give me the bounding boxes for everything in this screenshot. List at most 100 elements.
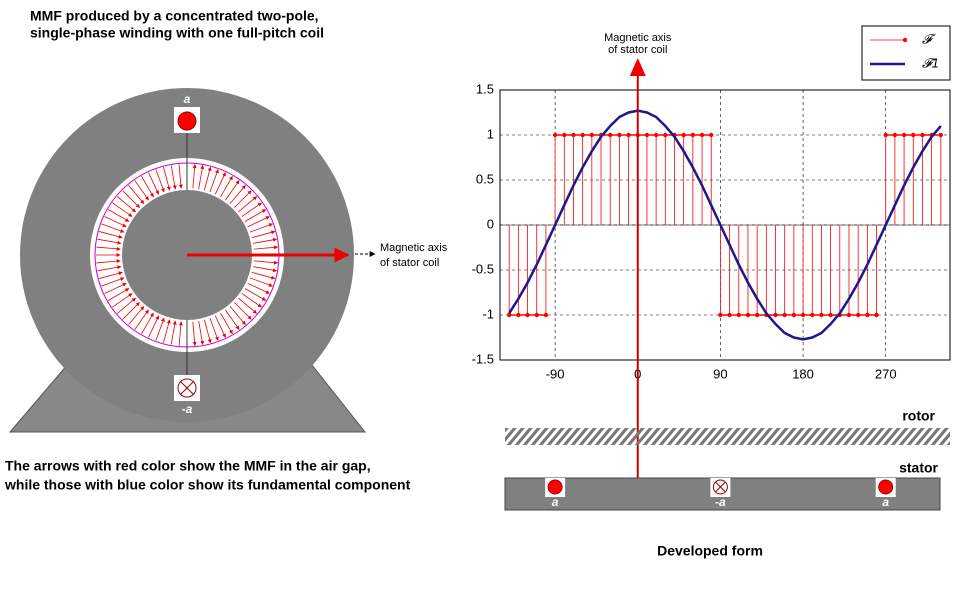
mmf-arrow	[220, 312, 233, 335]
x-tick-label: -90	[546, 366, 565, 381]
axis-head	[629, 58, 646, 76]
conductor	[547, 479, 563, 495]
mmf-arrow	[249, 223, 273, 233]
axis-label: Magnetic axis	[604, 32, 672, 44]
mmf-arrow	[203, 166, 212, 191]
mmf-arrow	[117, 297, 136, 314]
mmf-arrow	[97, 265, 122, 272]
mmf-arrow	[192, 163, 197, 189]
mmf-arrow	[225, 309, 240, 330]
y-tick-label: -1	[482, 306, 494, 321]
mmf-arrow	[134, 309, 149, 330]
mmf-arrow	[134, 180, 149, 201]
mmf-arrow	[155, 169, 165, 193]
mmf-arrow	[98, 271, 123, 279]
mmf-arrow	[155, 317, 165, 341]
developed-form: rotor stator Developed form a -a a	[504, 408, 950, 559]
y-tick-label: 0	[487, 216, 494, 231]
mmf-arrow	[253, 260, 279, 265]
mmf-arrow	[244, 288, 267, 301]
mmf-arrow	[98, 231, 123, 239]
y-tick-label: 1	[487, 126, 494, 141]
y-tick-label: -1.5	[472, 351, 494, 366]
mmf-arrow	[214, 172, 226, 195]
legend-dot	[902, 37, 908, 43]
cross	[715, 481, 726, 493]
mmf-arrow	[253, 245, 279, 250]
mmf-arrow	[214, 315, 226, 338]
legend: 𝓕𝓕1	[861, 25, 951, 81]
legend-label: 𝓕1	[922, 55, 939, 70]
mmf-arrow	[238, 196, 258, 213]
mmf-arrow	[241, 293, 262, 308]
mmf-arrow	[209, 169, 219, 193]
y-tick-label: 1.5	[476, 81, 494, 96]
caption: Developed form	[657, 543, 763, 559]
stem-dot	[506, 312, 512, 318]
y-tick-label: -0.5	[472, 261, 494, 276]
mmf-arrow	[141, 175, 154, 198]
mmf-arrow	[101, 223, 125, 233]
title: single-phase winding with one full-pitch…	[30, 25, 324, 41]
fundamental-line	[508, 109, 942, 341]
mmf-arrow	[163, 319, 171, 344]
mmf-arrow	[96, 259, 121, 264]
mmf-arrow	[112, 202, 133, 217]
mmf-arrow	[238, 297, 258, 314]
mmf-arrow	[97, 238, 122, 245]
mmf-arrow	[234, 190, 252, 208]
mmf-arrow	[117, 196, 136, 213]
x-tick-label: 180	[792, 366, 814, 381]
mmf-arrow	[107, 209, 130, 222]
mmf-arrow	[251, 230, 276, 239]
mmf-arrow	[198, 320, 205, 346]
rotor-bar	[505, 428, 950, 445]
mmf-arrow	[229, 184, 246, 204]
mmf-arrow	[252, 237, 278, 244]
axis-label: of stator coil	[608, 44, 667, 56]
mmf-arrow	[128, 306, 145, 325]
mmf-arrow	[148, 315, 160, 338]
note: The arrows with red color show the MMF i…	[5, 458, 371, 474]
mmf-arrow	[229, 306, 246, 326]
conductor	[878, 479, 894, 495]
title: MMF produced by a concentrated two-pole,	[30, 8, 319, 24]
cross	[180, 381, 194, 395]
mmf-arrow	[178, 164, 183, 189]
conductor-label: a	[882, 495, 889, 509]
mmf-arrow	[122, 302, 140, 320]
stator-label: stator	[899, 460, 938, 476]
mmf-arrow	[192, 321, 197, 347]
note: while those with blue color show its fun…	[4, 477, 411, 493]
mmf-arrow	[101, 277, 125, 287]
mmf-arrow	[247, 282, 270, 294]
mmf-arrow	[178, 321, 183, 346]
mmf-arrow	[141, 312, 154, 335]
mmf-arrow	[247, 216, 270, 228]
machine: a -a Magnetic axis of stator coil	[8, 88, 448, 433]
mmf-arrow	[170, 165, 177, 190]
mmf-arrow	[96, 246, 121, 251]
mmf-arrow	[104, 216, 127, 228]
y-tick-label: 0.5	[476, 171, 494, 186]
mmf-arrow	[252, 266, 278, 273]
conductor-label: -a	[182, 402, 193, 416]
mmf-arrow	[148, 172, 160, 195]
mmf-arrow	[163, 166, 171, 191]
x-tick-label: 270	[875, 366, 897, 381]
mmf-arrow	[170, 320, 177, 345]
mmf-arrow	[107, 288, 130, 301]
conductor-label: a	[184, 92, 191, 106]
mmf-arrow	[220, 175, 233, 198]
mmf-arrow	[203, 319, 212, 344]
legend-box	[861, 25, 951, 81]
mmf-arrow	[234, 302, 252, 320]
conductor-label: a	[552, 495, 559, 509]
mmf-arrow	[128, 185, 145, 204]
axis-label: Magnetic axis	[380, 242, 448, 254]
plot: -1.5-1-0.500.511.5-90090180270𝓕𝓕1Magneti…	[472, 25, 951, 478]
mmf-arrow	[244, 209, 267, 222]
mmf-arrow	[251, 271, 276, 280]
mmf-arrow	[241, 202, 262, 217]
